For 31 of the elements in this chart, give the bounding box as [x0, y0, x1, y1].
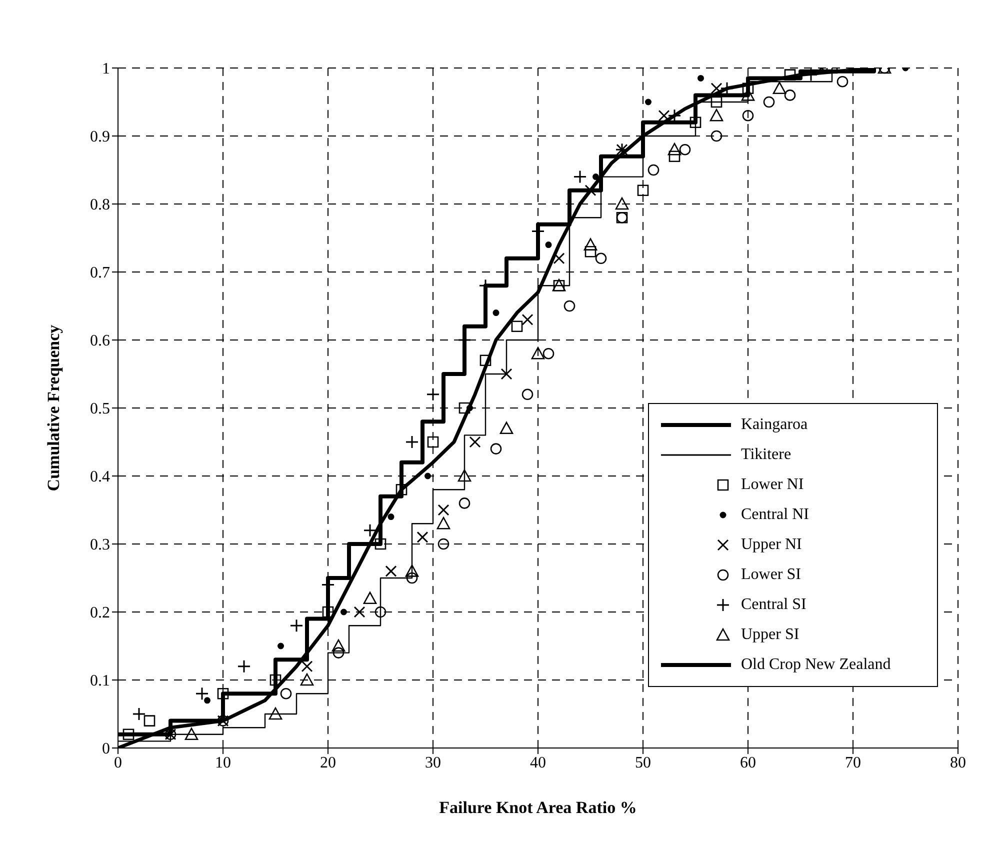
y-tick-label: 0.5 — [90, 400, 110, 418]
y-tick-label: 0.3 — [90, 536, 110, 554]
legend-label: Lower SI — [741, 565, 801, 585]
legend-label: Tikitere — [741, 445, 792, 465]
x-tick-label: 0 — [114, 754, 122, 772]
y-axis-title: Cumulative Frequency — [44, 324, 64, 492]
x-tick-label: 20 — [320, 754, 336, 772]
x-tick-label: 10 — [215, 754, 231, 772]
legend-label: Central SI — [741, 595, 806, 615]
y-tick-label: 0.9 — [90, 128, 110, 146]
x-tick-label: 60 — [740, 754, 756, 772]
x-tick-label: 70 — [845, 754, 861, 772]
y-tick-label: 1 — [102, 60, 110, 78]
y-tick-label: 0.1 — [90, 672, 110, 690]
x-tick-label: 50 — [635, 754, 651, 772]
legend-label: Old Crop New Zealand — [741, 655, 891, 675]
legend-label: Central NI — [741, 505, 809, 525]
y-tick-label: 0.8 — [90, 196, 110, 214]
y-tick-label: 0.2 — [90, 604, 110, 622]
y-tick-label: 0.4 — [90, 468, 110, 486]
y-tick-label: 0.6 — [90, 332, 110, 350]
x-axis-title: Failure Knot Area Ratio % — [439, 798, 637, 817]
legend-label: Lower NI — [741, 475, 804, 495]
legend-label: Upper SI — [741, 625, 800, 645]
x-tick-label: 40 — [530, 754, 546, 772]
legend-label: Kaingaroa — [741, 415, 808, 435]
x-tick-label: 80 — [950, 754, 966, 772]
y-tick-label: 0 — [102, 740, 110, 758]
legend-label: Upper NI — [741, 535, 802, 555]
y-tick-label: 0.7 — [90, 264, 110, 282]
x-tick-label: 30 — [425, 754, 441, 772]
